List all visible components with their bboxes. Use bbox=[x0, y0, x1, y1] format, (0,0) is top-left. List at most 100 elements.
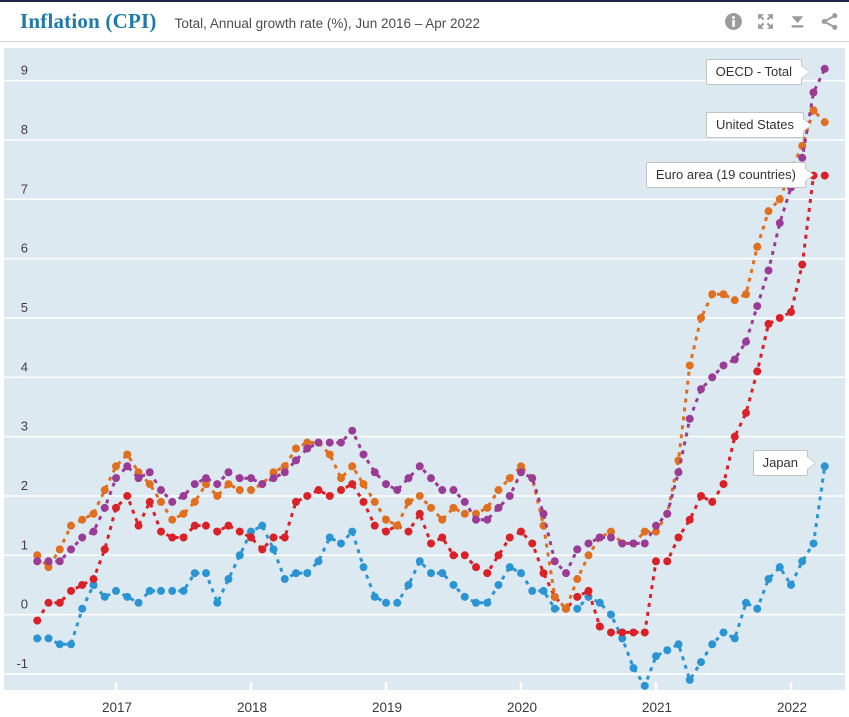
data-point bbox=[629, 628, 638, 637]
y-tick-label: 9 bbox=[21, 63, 28, 78]
data-point bbox=[573, 545, 582, 554]
info-button[interactable] bbox=[722, 10, 745, 33]
data-point bbox=[505, 491, 514, 500]
x-tick bbox=[789, 682, 793, 690]
data-point bbox=[753, 367, 762, 376]
data-point bbox=[202, 474, 210, 483]
y-tick-label: 8 bbox=[21, 122, 28, 137]
data-point bbox=[730, 634, 739, 643]
data-point bbox=[67, 545, 75, 554]
y-tick-label: 4 bbox=[21, 359, 28, 374]
data-point bbox=[100, 486, 109, 495]
y-tick-label: 1 bbox=[21, 537, 28, 552]
data-point bbox=[528, 474, 537, 483]
data-point bbox=[325, 438, 334, 447]
data-point bbox=[618, 539, 627, 548]
data-point bbox=[820, 462, 829, 471]
data-point bbox=[809, 88, 818, 97]
data-point bbox=[820, 64, 829, 73]
data-point bbox=[472, 563, 480, 572]
data-point bbox=[809, 539, 818, 548]
data-point bbox=[134, 598, 143, 607]
data-point bbox=[573, 592, 582, 601]
data-point bbox=[775, 563, 784, 572]
data-point bbox=[438, 486, 447, 495]
data-point bbox=[607, 527, 615, 536]
data-point bbox=[663, 557, 672, 566]
data-point bbox=[224, 521, 233, 530]
data-point bbox=[528, 586, 537, 595]
fullscreen-button[interactable] bbox=[754, 10, 777, 33]
data-point bbox=[190, 480, 199, 489]
top-accent-bar bbox=[0, 0, 849, 2]
data-point bbox=[134, 521, 143, 530]
data-point bbox=[438, 569, 447, 578]
data-point bbox=[44, 557, 53, 566]
y-tick-label: 6 bbox=[21, 241, 28, 256]
data-point bbox=[449, 503, 458, 512]
data-point bbox=[247, 486, 255, 495]
data-point bbox=[202, 521, 210, 530]
series-line-Euro area (19 countries) bbox=[36, 174, 825, 634]
data-point bbox=[89, 527, 98, 536]
data-point bbox=[787, 308, 795, 317]
y-tick-label: 5 bbox=[21, 300, 28, 315]
series-label-japan: Japan bbox=[752, 450, 817, 476]
data-point bbox=[798, 557, 807, 566]
data-point bbox=[730, 432, 739, 441]
data-point bbox=[337, 486, 345, 495]
data-point bbox=[292, 444, 300, 453]
data-point bbox=[179, 533, 188, 542]
data-point bbox=[550, 604, 559, 613]
data-point bbox=[494, 486, 503, 495]
data-point bbox=[415, 557, 424, 566]
data-point bbox=[235, 474, 244, 483]
data-point bbox=[415, 462, 424, 471]
data-point bbox=[753, 242, 762, 251]
data-point bbox=[595, 622, 604, 631]
data-point bbox=[674, 640, 683, 649]
data-point bbox=[697, 385, 705, 394]
data-point bbox=[595, 533, 604, 542]
data-point bbox=[292, 569, 300, 578]
data-point bbox=[55, 598, 64, 607]
data-point bbox=[742, 408, 750, 417]
data-point bbox=[100, 545, 109, 554]
data-point bbox=[685, 675, 694, 684]
data-point bbox=[269, 474, 278, 483]
data-point bbox=[269, 533, 278, 542]
share-icon bbox=[821, 13, 838, 30]
x-tick-label: 2022 bbox=[777, 700, 807, 715]
data-point bbox=[573, 604, 582, 613]
data-point bbox=[505, 563, 514, 572]
data-point bbox=[494, 551, 503, 560]
data-point bbox=[787, 580, 795, 589]
data-point bbox=[348, 426, 357, 435]
data-point bbox=[359, 497, 368, 506]
data-point bbox=[550, 557, 559, 566]
data-point bbox=[348, 527, 357, 536]
data-point bbox=[640, 681, 649, 690]
data-point bbox=[213, 491, 222, 500]
data-point bbox=[483, 503, 492, 512]
data-point bbox=[213, 480, 222, 489]
data-point bbox=[325, 533, 334, 542]
data-point bbox=[190, 521, 199, 530]
data-point bbox=[78, 533, 87, 542]
x-tick-label: 2017 bbox=[102, 700, 132, 715]
download-button[interactable] bbox=[786, 10, 809, 33]
data-point bbox=[67, 521, 75, 530]
data-point bbox=[303, 491, 312, 500]
data-point bbox=[517, 569, 525, 578]
data-point bbox=[730, 296, 739, 305]
share-button[interactable] bbox=[818, 10, 841, 33]
data-point bbox=[393, 598, 402, 607]
data-point bbox=[764, 319, 773, 328]
data-point bbox=[370, 521, 379, 530]
data-point bbox=[55, 640, 64, 649]
data-point bbox=[89, 575, 98, 584]
data-point bbox=[550, 592, 559, 601]
data-point bbox=[584, 539, 593, 548]
data-point bbox=[483, 569, 492, 578]
